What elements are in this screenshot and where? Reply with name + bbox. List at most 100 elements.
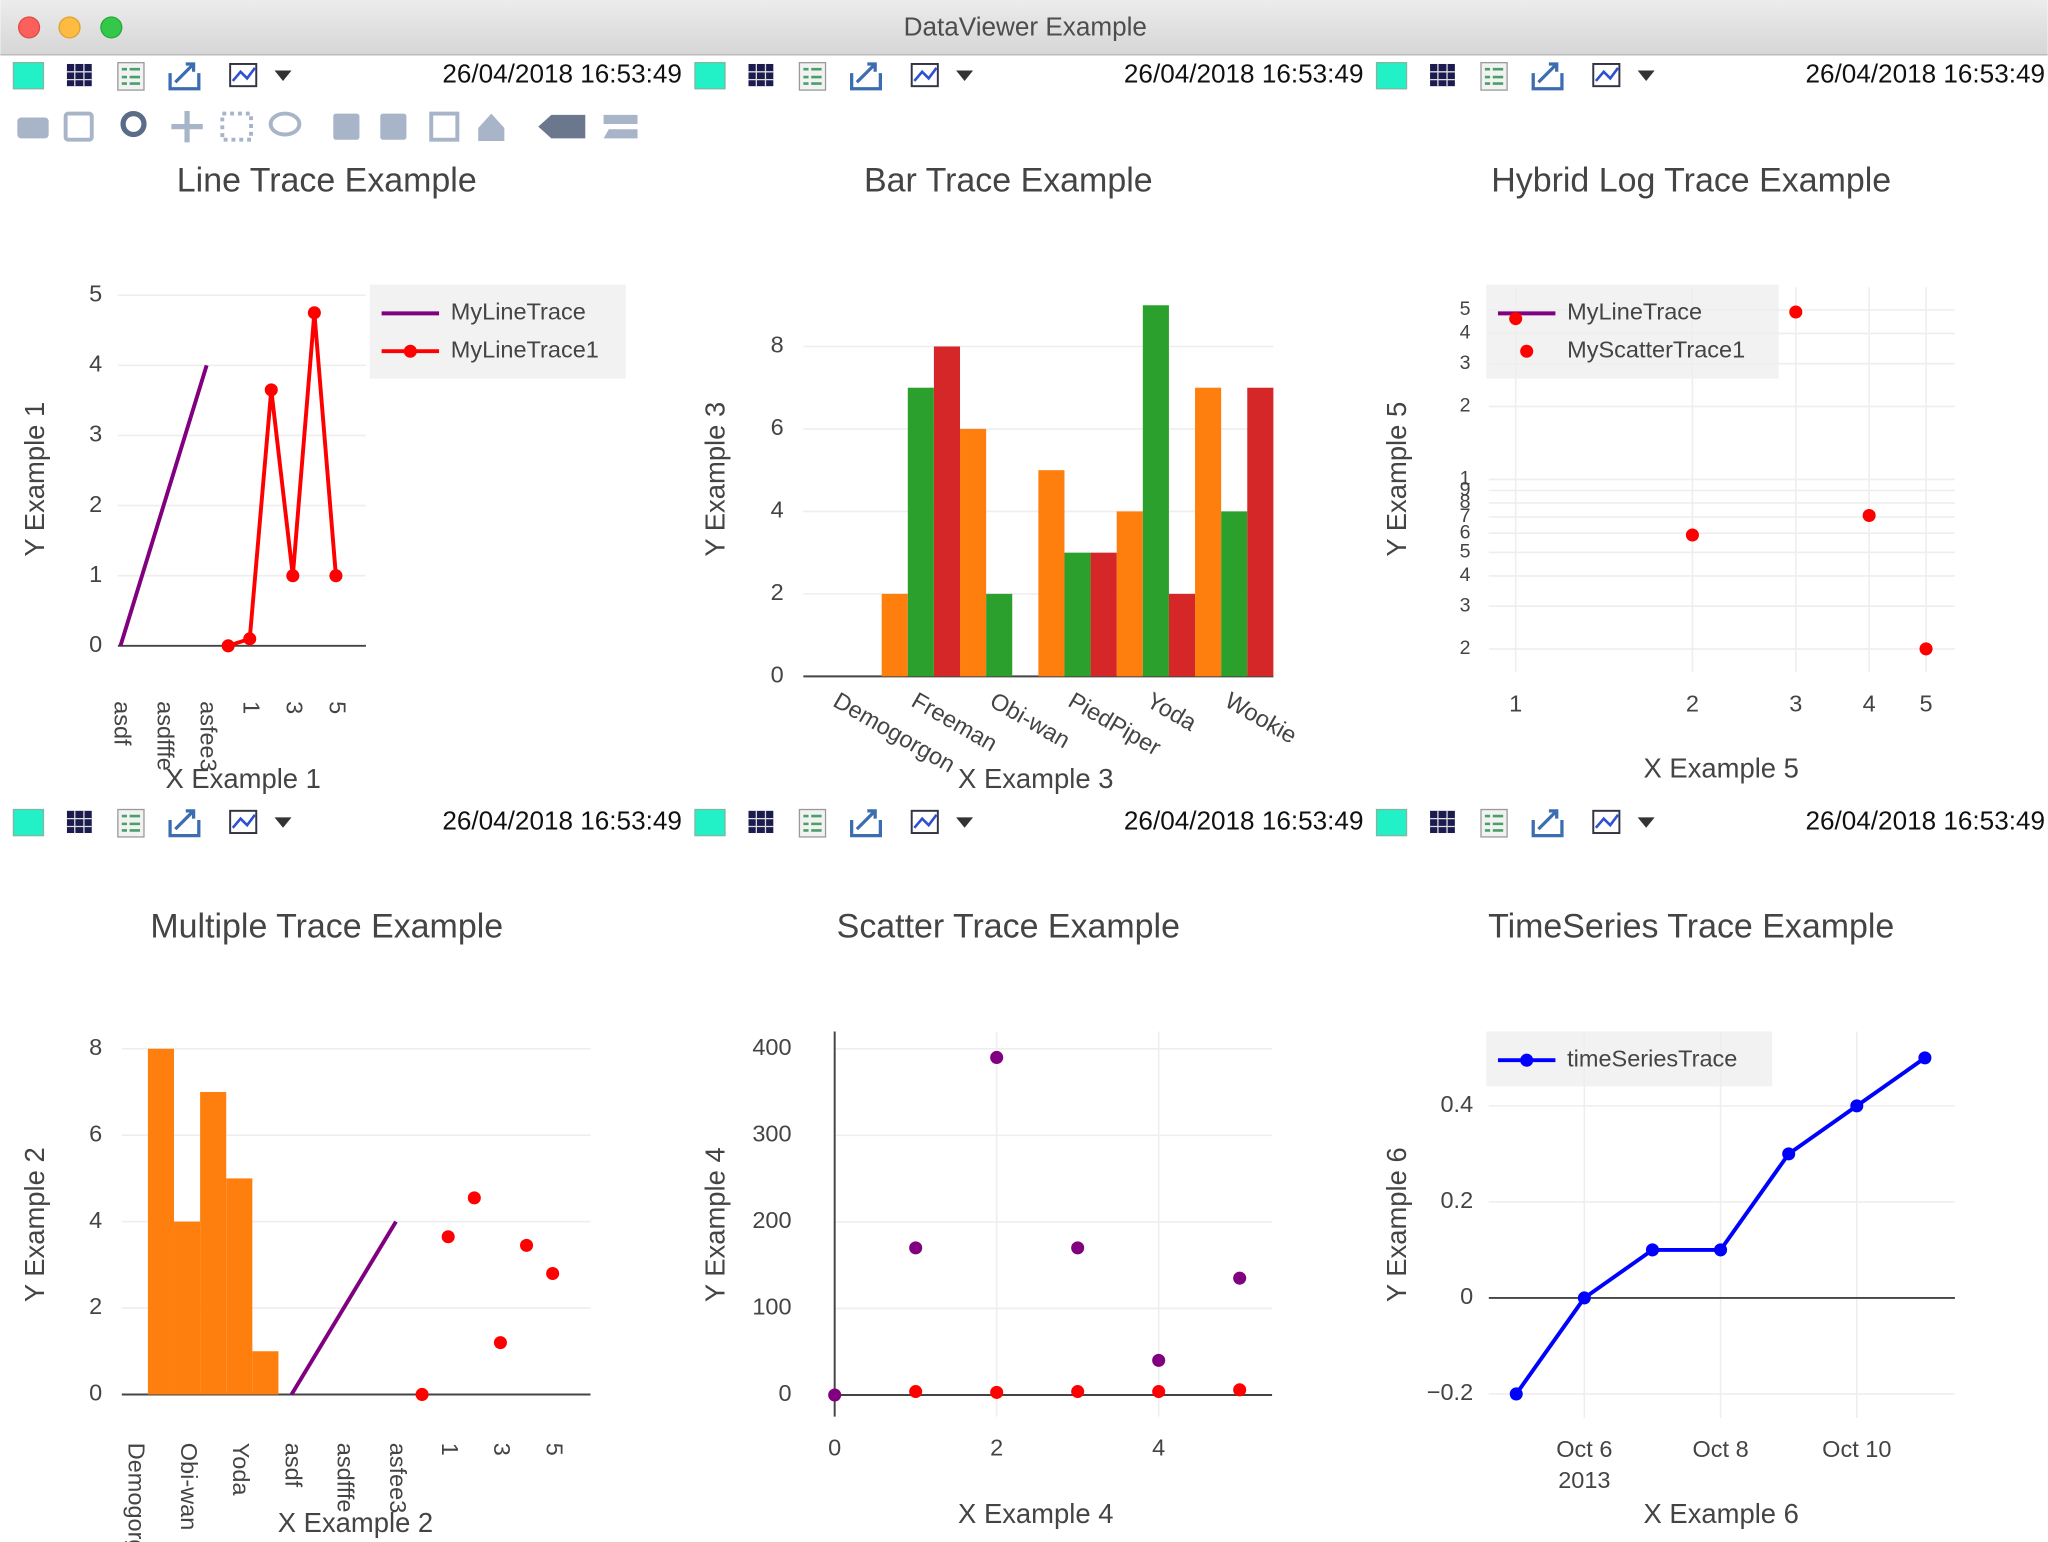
- zoom-tool[interactable]: [120, 110, 147, 138]
- save-button[interactable]: [63, 111, 94, 142]
- marker: [1782, 1147, 1796, 1161]
- table-button[interactable]: [66, 63, 92, 87]
- x-tick-label: 4: [1863, 690, 1876, 716]
- export-button[interactable]: [850, 809, 883, 838]
- y-tick-label: 5: [1460, 541, 1471, 563]
- hover-compare-button[interactable]: [603, 114, 638, 139]
- table-button[interactable]: [748, 810, 774, 834]
- chart-icon-line: [231, 67, 257, 82]
- hover-closest-button[interactable]: [538, 114, 586, 139]
- x-axis-label: X Example 5: [1644, 753, 1799, 784]
- marker: [1233, 1271, 1247, 1285]
- chart-title: Scatter Trace Example: [837, 907, 1180, 945]
- dropdown-arrow[interactable]: [1637, 70, 1655, 81]
- marker: [546, 1266, 560, 1280]
- bar: [1221, 511, 1248, 677]
- chart-button[interactable]: [910, 809, 939, 834]
- table-grid: [66, 63, 92, 87]
- y-tick-label: 9: [1460, 479, 1471, 501]
- x-tick-label: 2: [1686, 690, 1699, 716]
- dropdown-arrow[interactable]: [1637, 817, 1655, 828]
- zoom-in-button[interactable]: [333, 113, 360, 140]
- pan-tool[interactable]: [171, 110, 203, 143]
- x-tick-year: 2013: [1558, 1467, 1610, 1493]
- y-tick-label: 2: [771, 579, 784, 605]
- chart-button[interactable]: [229, 809, 258, 834]
- y-tick-label: 300: [752, 1121, 791, 1147]
- x-tick-label: asdf: [109, 701, 135, 746]
- table-grid: [1430, 810, 1455, 834]
- list-lines: [121, 67, 141, 85]
- box-select-tool[interactable]: [220, 111, 254, 142]
- bar: [1064, 552, 1091, 677]
- image-button[interactable]: [1375, 808, 1408, 837]
- zoom-button[interactable]: [100, 16, 123, 39]
- y-tick-label: 8: [1460, 491, 1471, 513]
- table-grid: [748, 810, 774, 834]
- marker: [243, 632, 257, 646]
- chart-button[interactable]: [910, 62, 939, 88]
- y-tick-label: 2: [89, 491, 102, 517]
- marker: [415, 1387, 429, 1401]
- marker: [1714, 1243, 1728, 1257]
- y-tick-label: 2: [1460, 395, 1471, 417]
- marker: [1233, 1383, 1247, 1397]
- bar: [252, 1351, 279, 1395]
- image-button[interactable]: [1375, 62, 1408, 90]
- list-lines: [121, 814, 141, 832]
- export-button[interactable]: [168, 62, 201, 91]
- x-tick-label: 3: [489, 1443, 515, 1456]
- marker: [467, 1191, 481, 1205]
- y-tick-label: 3: [1460, 594, 1471, 616]
- marker: [828, 1388, 842, 1402]
- export-button[interactable]: [1531, 62, 1564, 91]
- legend-label: MyLineTrace: [451, 299, 586, 325]
- x-tick-label: asfee3: [195, 701, 221, 772]
- image-button[interactable]: [12, 62, 45, 90]
- timestamp: 26/04/2018 16:53:49: [1124, 805, 1364, 835]
- zoom-out-button[interactable]: [380, 113, 407, 140]
- export-button[interactable]: [850, 62, 883, 91]
- export-button[interactable]: [1531, 809, 1564, 838]
- bar: [1168, 593, 1196, 677]
- image-button[interactable]: [694, 62, 726, 90]
- image-button[interactable]: [12, 808, 45, 837]
- table-button[interactable]: [1430, 810, 1455, 834]
- title-bar: [0, 0, 2048, 55]
- chart-button[interactable]: [1592, 809, 1621, 834]
- table-button[interactable]: [1430, 63, 1455, 87]
- dropdown-arrow[interactable]: [274, 817, 292, 828]
- camera-button[interactable]: [17, 117, 49, 139]
- marker: [441, 1230, 455, 1244]
- y-tick-label: 6: [771, 414, 784, 440]
- dropdown-arrow[interactable]: [956, 817, 974, 828]
- timestamp: 26/04/2018 16:53:49: [442, 805, 682, 835]
- chart-icon-line: [231, 813, 257, 829]
- export-button[interactable]: [168, 809, 201, 838]
- marker: [1645, 1243, 1659, 1257]
- x-tick-label: Yoda: [228, 1443, 254, 1497]
- reset-button[interactable]: [478, 113, 505, 142]
- table-grid: [66, 810, 92, 834]
- marker: [1152, 1353, 1166, 1367]
- lasso-tool[interactable]: [268, 111, 302, 137]
- x-tick-label: Oct 10: [1822, 1436, 1891, 1462]
- close-button[interactable]: [17, 16, 41, 39]
- image-button[interactable]: [694, 808, 726, 837]
- y-tick-label: 1: [89, 561, 102, 587]
- dropdown-arrow[interactable]: [274, 70, 292, 81]
- chart-button[interactable]: [1592, 62, 1621, 88]
- dropdown-arrow[interactable]: [956, 70, 974, 81]
- y-tick-label: 0: [779, 1380, 792, 1406]
- table-button[interactable]: [748, 63, 774, 87]
- minimize-button[interactable]: [58, 16, 81, 39]
- autoscale-button[interactable]: [429, 111, 460, 142]
- bar: [1247, 387, 1274, 677]
- bar: [986, 593, 1013, 677]
- table-button[interactable]: [66, 810, 92, 834]
- chart-button[interactable]: [229, 62, 258, 88]
- y-axis-label: Y Example 3: [699, 402, 730, 557]
- x-tick-label: 1: [437, 1443, 463, 1456]
- marker: [329, 569, 343, 583]
